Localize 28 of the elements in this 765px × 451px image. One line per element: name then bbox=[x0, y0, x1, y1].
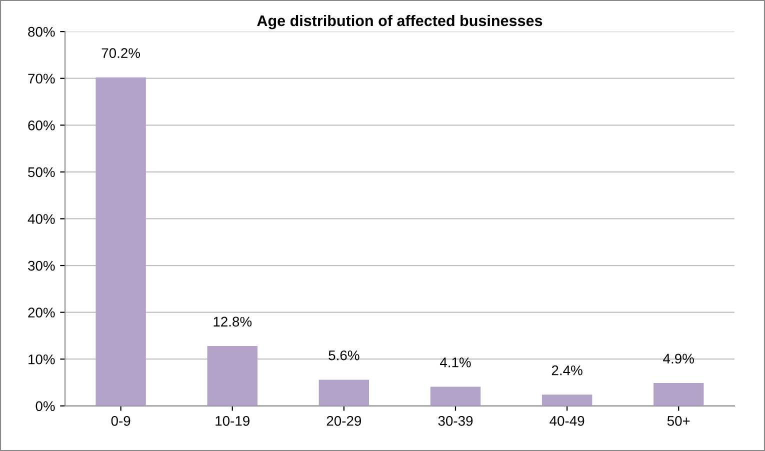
x-tick-label: 10-19 bbox=[216, 416, 250, 426]
y-tick-label: 80% bbox=[28, 26, 55, 37]
x-tick-label: 0-9 bbox=[111, 416, 130, 426]
data-label: 5.6% bbox=[328, 350, 360, 360]
y-tick-label: 10% bbox=[28, 354, 55, 364]
data-label: 2.4% bbox=[552, 365, 582, 376]
bar bbox=[318, 380, 370, 406]
x-tick-label: 20-29 bbox=[326, 416, 362, 426]
y-tick-label: 20% bbox=[28, 308, 55, 318]
data-label: 4.9% bbox=[663, 354, 694, 364]
bar bbox=[430, 386, 481, 406]
data-label: 12.8% bbox=[214, 316, 252, 327]
y-tick-label: 0% bbox=[36, 401, 55, 412]
bar bbox=[654, 382, 704, 406]
y-tick-label: 50% bbox=[28, 167, 55, 178]
y-tick-label: 70% bbox=[28, 74, 55, 84]
bar bbox=[542, 394, 592, 406]
data-label: 70.2% bbox=[102, 48, 140, 58]
chart-title: Age distribution of affected businesses bbox=[257, 14, 542, 30]
x-tick-label: 30-39 bbox=[438, 416, 473, 426]
x-tick-label: 40-49 bbox=[550, 416, 584, 426]
bar bbox=[207, 346, 258, 406]
y-tick-label: 30% bbox=[28, 260, 55, 271]
bar bbox=[96, 77, 146, 406]
y-tick-label: 40% bbox=[28, 214, 55, 224]
x-tick-label: 50+ bbox=[667, 416, 690, 426]
data-label: 4.1% bbox=[440, 358, 471, 368]
y-tick-label: 60% bbox=[28, 120, 55, 130]
